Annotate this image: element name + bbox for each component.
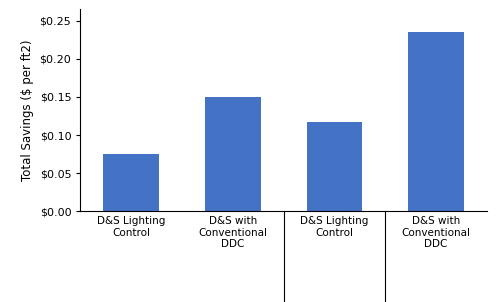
- Bar: [103, 154, 159, 211]
- Bar: [407, 32, 463, 211]
- Bar: [204, 97, 260, 211]
- Y-axis label: Total Savings ($ per ft2): Total Savings ($ per ft2): [21, 40, 34, 181]
- Bar: [306, 122, 362, 211]
